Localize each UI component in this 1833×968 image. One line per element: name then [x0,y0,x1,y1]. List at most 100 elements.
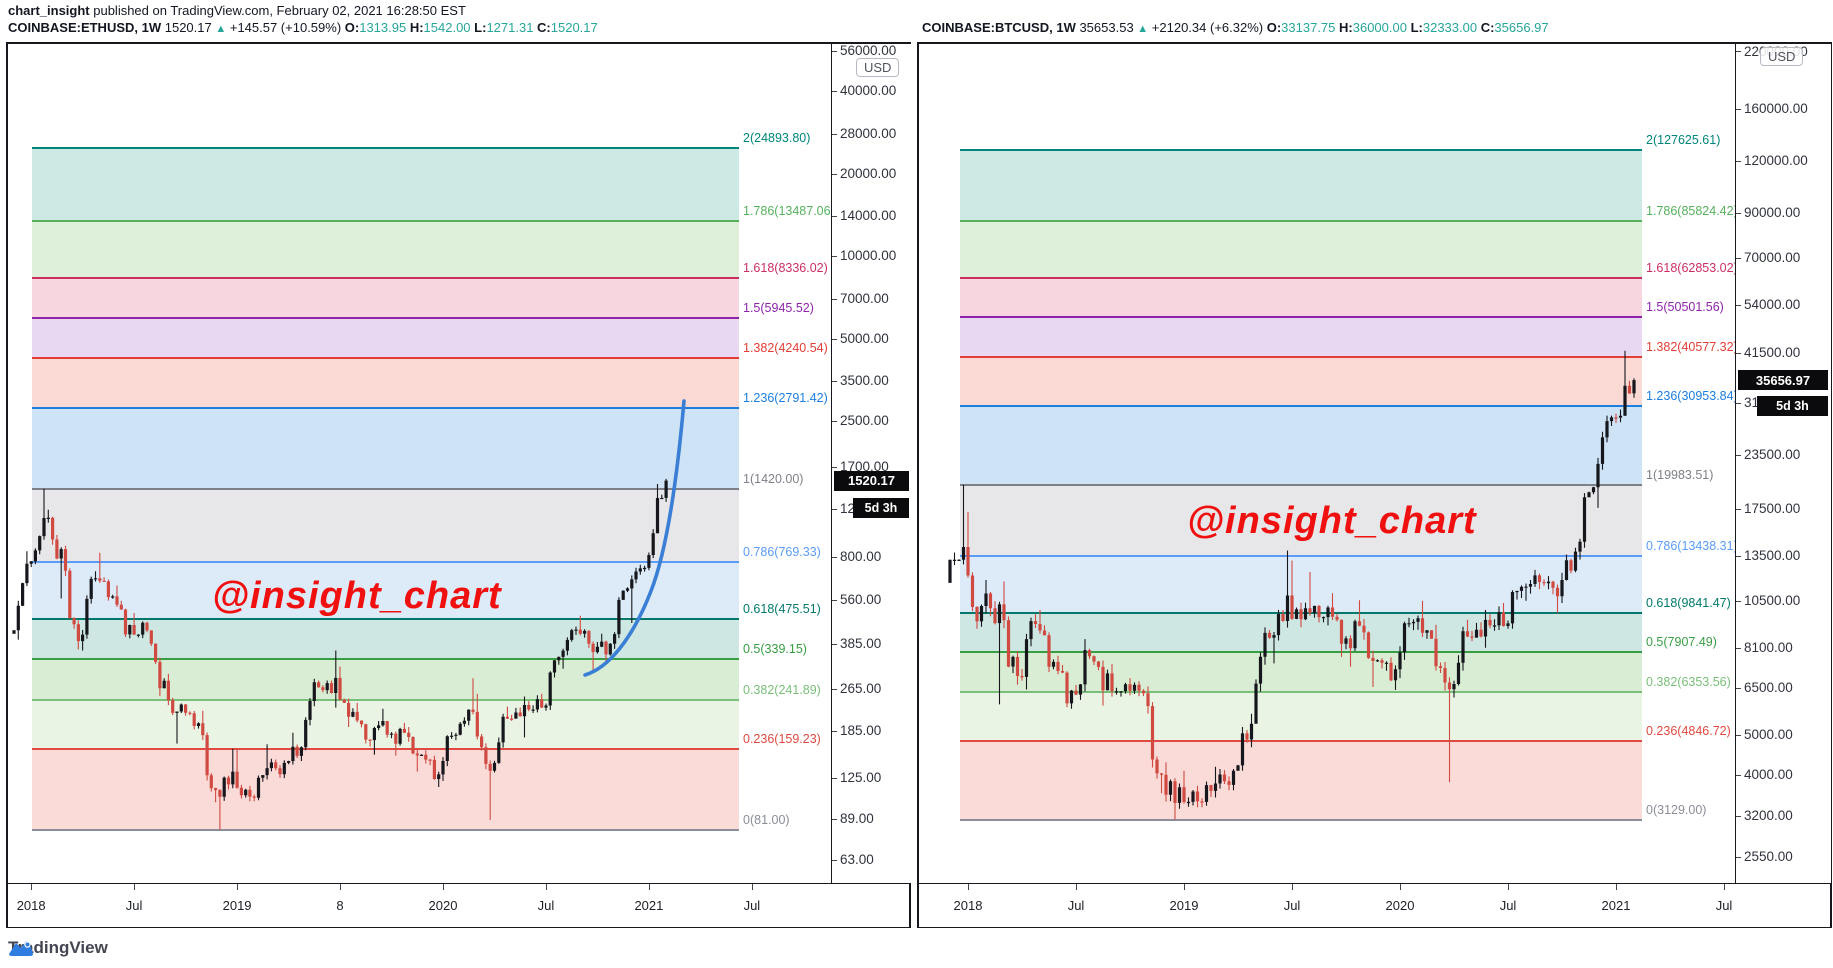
fib-line-2[interactable] [32,146,739,149]
price-tick-label: 5000.00 [840,330,889,346]
fib-label-0.618: 0.618(9841.47) [1646,595,1731,610]
fib-band-1.5 [960,317,1642,357]
fib-label-2: 2(127625.61) [1646,132,1721,147]
fib-label-0: 0(81.00) [743,812,790,827]
price-tick-dash [832,91,837,93]
fib-line-0.236[interactable] [32,748,739,751]
price-tick-label: 6500.00 [1744,679,1793,695]
fib-label-0.382: 0.382(241.89) [743,682,821,697]
fib-label-0.618: 0.618(475.51) [743,602,821,616]
chart-plot-ethusd[interactable]: 2(24893.80) 1.786(13487.06) 1.618(8336.02)… [8,44,831,883]
publisher-line: chart_insight published on TradingView.c… [8,3,466,18]
price-tick-dash [832,508,837,510]
price-tick-dash [832,381,837,383]
fib-line-1.618[interactable] [32,276,739,279]
fib-label-1.236: 1.236(2791.42) [743,391,828,406]
fib-label-2: 2(24893.80) [743,130,811,145]
fib-line-1.236[interactable] [32,407,739,410]
last-price-badge: 1520.17 [834,470,909,491]
tradingview-logo-text: TradingView [8,938,108,957]
fib-label-0.5: 0.5(7907.49) [1646,635,1717,650]
ohlc-key: L: [1410,20,1423,35]
candles-svg [12,399,686,830]
time-tick-label: Jul [1499,898,1517,913]
candle-path [966,385,1632,803]
fib-band-1.618 [960,277,1642,318]
time-tick-dash [1076,884,1077,890]
price-tick-dash [1736,687,1741,689]
fib-label-0.786: 0.786(13438.31) [1646,539,1735,554]
fib-line-1[interactable] [960,483,1642,486]
fib-line-0.618[interactable] [32,618,739,620]
chart-pane-ethusd[interactable]: 2(24893.80) 1.786(13487.06) 1.618(8336.02)… [6,42,912,928]
fib-label-1.382: 1.382(4240.54) [743,341,828,356]
ohlc-key: H: [409,20,424,35]
fib-line-1.5[interactable] [32,317,739,320]
fib-line-1.5[interactable] [960,316,1642,319]
symbol-header-ethusd[interactable]: COINBASE:ETHUSD, 1W 1520.17 ▲ +145.57 (+… [8,20,598,35]
fib-line-1.786[interactable] [32,219,739,222]
time-tick-dash [1724,884,1725,890]
fib-band-0.382 [960,691,1642,741]
fib-line-0.382[interactable] [960,690,1642,693]
fib-line-1[interactable] [32,487,739,490]
price-tick-label: 560.00 [840,591,882,607]
fib-label-0.5: 0.5(339.15) [743,642,807,657]
price-tick-label: 54000.00 [1744,297,1801,313]
time-tick-label: Jul [125,898,143,913]
fib-line-0.236[interactable] [960,739,1642,742]
fib-label-1.5: 1.5(5945.52) [743,301,814,316]
price-tick-dash [832,688,837,690]
ohlc-key: O: [1266,20,1282,35]
chart-plot-btcusd[interactable]: 2(127625.61) 1.786(85824.42) 1.618(62853.0… [919,44,1735,883]
fib-line-0[interactable] [960,818,1642,821]
fib-line-1.382[interactable] [960,355,1642,358]
price-tick-label: 800.00 [840,549,882,565]
usd-currency-badge[interactable]: USD [856,58,900,77]
price-tick-label: 40000.00 [840,83,897,99]
price-tick-dash [1736,160,1741,162]
time-axis-btcusd[interactable]: 2018 Jul 2019 Jul 2020 Jul 2021 Jul [919,883,1830,927]
time-tick-label: Jul [537,898,555,913]
price-tick-dash [832,818,837,820]
price-tick-dash [1736,775,1741,777]
fib-line-0.786[interactable] [32,560,739,563]
fib-line-0.382[interactable] [32,698,739,701]
fib-line-1.786[interactable] [960,220,1642,223]
fib-band-1.382 [32,358,739,409]
fib-line-0.5[interactable] [960,651,1642,654]
price-tick-label: 4000.00 [1744,767,1793,783]
price-tick-dash [832,256,837,258]
fib-line-0.5[interactable] [32,658,739,661]
publisher-author: chart_insight [8,3,90,18]
fib-line-0.786[interactable] [960,555,1642,558]
usd-currency-badge[interactable]: USD [1760,47,1804,66]
price-tick-dash [832,731,837,733]
trend-curve[interactable] [583,399,686,677]
time-tick-dash [1616,884,1617,890]
time-tick-label: Jul [743,898,761,913]
fib-line-1.236[interactable] [960,404,1642,407]
symbol-header-btcusd[interactable]: COINBASE:BTCUSD, 1W 35653.53 ▲ +2120.34 … [922,20,1549,35]
fib-band-1.618 [32,277,739,319]
fib-band-0.236 [32,749,739,830]
candle-path [51,517,608,798]
fib-line-1.382[interactable] [32,357,739,360]
time-axis-ethusd[interactable]: 2018 Jul 2019 8 2020 Jul 2021 Jul [8,883,909,927]
ohlc-value: 1271.31 [486,20,538,35]
price-axis-ethusd[interactable]: 56000.00 40000.00 28000.00 20000.00 14000.00… [831,43,912,883]
fib-band-1 [32,488,739,562]
price-axis-btcusd[interactable]: 220000.00160000.00120000.0090000.0070000… [1735,44,1831,883]
fib-line-0[interactable] [32,828,739,831]
chart-pane-btcusd[interactable]: 2(127625.61) 1.786(85824.42) 1.618(62853.0… [917,42,1832,928]
fib-band-0.786 [32,561,739,619]
fib-line-1.618[interactable] [960,276,1642,279]
symbol-title: COINBASE:ETHUSD, 1W [8,20,162,35]
time-tick-label: 2020 [1385,898,1415,913]
price-tick-label: 385.00 [840,636,882,652]
price-tick-label: 17500.00 [1744,500,1801,516]
time-tick-dash [31,884,33,890]
tradingview-logo[interactable]: TradingView [8,938,108,958]
fib-band-1.382 [960,356,1642,406]
fib-line-2[interactable] [960,148,1642,151]
